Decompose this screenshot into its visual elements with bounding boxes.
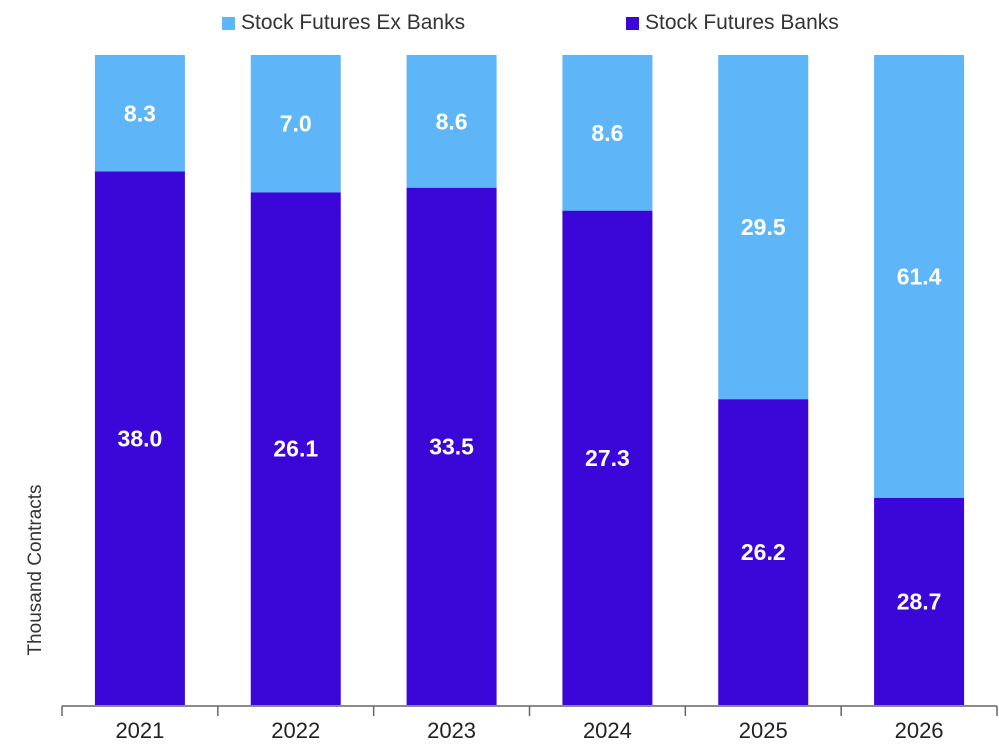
bar-ex-banks-2026	[874, 55, 965, 498]
bar-ex-banks-2022	[250, 55, 341, 193]
bar-banks-2023	[406, 187, 497, 705]
bar-ex-banks-2023	[406, 55, 497, 188]
data-label-banks-2025: 26.2	[741, 539, 786, 565]
bar-banks-2026	[874, 497, 965, 705]
data-label-banks-2021: 38.0	[118, 425, 163, 451]
x-tick-label-2025: 2025	[739, 718, 788, 743]
legend-swatch-ex-banks	[222, 16, 235, 30]
legend-label-banks: Stock Futures Banks	[645, 11, 839, 34]
data-label-ex-banks-2022: 7.0	[280, 111, 312, 137]
bar-ex-banks-2021	[94, 55, 185, 172]
x-tick-label-2023: 2023	[427, 718, 476, 743]
data-label-ex-banks-2023: 8.6	[436, 108, 468, 134]
data-label-banks-2022: 26.1	[273, 436, 318, 462]
data-label-banks-2023: 33.5	[429, 433, 474, 459]
bar-banks-2025	[718, 399, 809, 705]
legend-item-ex-banks: Stock Futures Ex Banks	[222, 8, 465, 38]
data-label-ex-banks-2024: 8.6	[591, 120, 623, 146]
bars: 8.3 38.0 7.0 26.1 8.6 33.5 8.6 27.3 29.5 26.2 61.4…	[94, 55, 965, 706]
bar-banks-2021	[94, 171, 185, 705]
legend-swatch-banks	[626, 16, 639, 30]
bar-ex-banks-2025	[718, 55, 809, 400]
x-tick-label-2024: 2024	[583, 718, 632, 743]
x-tick-label-2021: 2021	[115, 718, 164, 743]
x-tick-label-2026: 2026	[895, 718, 944, 743]
x-tick-label-2022: 2022	[271, 718, 320, 743]
legend-item-banks: Stock Futures Banks	[626, 8, 839, 38]
data-label-ex-banks-2025: 29.5	[741, 214, 786, 240]
data-label-banks-2024: 27.3	[585, 445, 630, 471]
bar-banks-2022	[250, 192, 341, 706]
data-label-ex-banks-2021: 8.3	[124, 100, 156, 126]
data-label-banks-2026: 28.7	[897, 588, 942, 614]
legend-label-ex-banks: Stock Futures Ex Banks	[241, 11, 466, 34]
y-axis-label: Thousand Contracts	[25, 484, 46, 655]
bar-banks-2024	[562, 210, 653, 705]
bar-ex-banks-2024	[562, 55, 653, 211]
x-axis: 2021 2022 2023 2024 2025 2026	[61, 705, 998, 743]
legend: Stock Futures Ex Banks Stock Futures Ban…	[0, 8, 999, 38]
data-label-ex-banks-2026: 61.4	[897, 263, 942, 289]
